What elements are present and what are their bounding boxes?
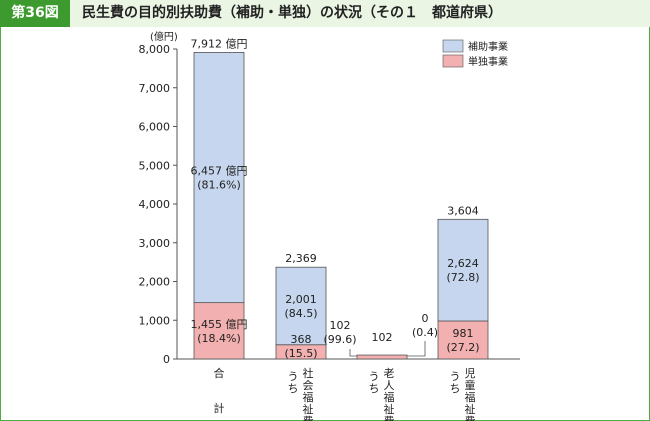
- bar-total-label: 3,604: [447, 204, 479, 217]
- category-label: う: [450, 370, 461, 383]
- segment-label-subsidized: (84.5): [284, 307, 317, 320]
- legend-swatch: [442, 39, 464, 53]
- category-label: 計: [214, 401, 225, 415]
- bar-segment-subsidized: [193, 52, 245, 304]
- segment-label-subsidized: 2,624: [447, 257, 479, 270]
- category-label: 老: [384, 367, 395, 380]
- category-label: 費: [465, 414, 476, 421]
- bar-total-label: 102: [372, 331, 393, 344]
- category-label: う: [288, 370, 299, 383]
- category-label: 祉: [384, 403, 395, 416]
- bar-segment-subsidized: [437, 218, 489, 322]
- bar-segment-independent: [193, 302, 245, 360]
- category-label: う: [369, 370, 380, 383]
- segment-label-subsidized: (72.8): [446, 271, 479, 284]
- legend-swatch: [442, 54, 464, 68]
- y-tick-label: 3,000: [139, 237, 171, 250]
- category-label: 福: [384, 390, 395, 404]
- category-label: 児: [465, 367, 476, 380]
- y-tick-label: 4,000: [139, 198, 171, 211]
- category-label: 社: [303, 366, 314, 380]
- bar-layer: [193, 52, 489, 360]
- figure-header: 第36図 民生費の目的別扶助費（補助・単独）の状況（その１ 都道府県）: [0, 0, 650, 27]
- category-label: 費: [303, 414, 314, 421]
- segment-label-independent: (99.6): [323, 333, 356, 346]
- segment-label-subsidized: 0: [422, 312, 429, 325]
- segment-label-independent: (15.5): [284, 347, 317, 360]
- segment-label-independent: 1,455 億円: [191, 318, 248, 331]
- category-label: 費: [384, 414, 395, 421]
- y-tick-label: 1,000: [139, 314, 171, 327]
- segment-label-independent: 368: [291, 333, 312, 346]
- segment-label-independent: 981: [453, 327, 474, 340]
- leader-line: [349, 349, 357, 357]
- leader-line: [407, 341, 426, 357]
- axis-layer: 0 1,000 2,000 3,000 4,000 5,000 6,000 7,000 8,00…: [139, 30, 520, 366]
- category-label: 会: [303, 379, 314, 392]
- segment-label-independent: (27.2): [446, 341, 479, 354]
- segment-label-subsidized: 2,001: [285, 293, 317, 306]
- category-label: 祉: [303, 403, 314, 416]
- bar-total-label: 2,369: [285, 252, 317, 265]
- category-label: 童: [465, 378, 476, 392]
- segment-label-subsidized: 6,457 億円: [191, 165, 248, 178]
- y-tick-label: 2,000: [139, 276, 171, 289]
- y-tick-label: 0: [163, 353, 170, 366]
- legend-label: 補助事業: [468, 40, 508, 53]
- segment-label-subsidized: (81.6%): [197, 179, 241, 192]
- figure-number-badge: 第36図: [0, 0, 70, 27]
- y-tick-label: 6,000: [139, 121, 171, 134]
- bar-segment-subsidized: [275, 266, 327, 346]
- category-label: ち: [369, 382, 380, 395]
- bar-total-label: 7,912 億円: [191, 37, 248, 50]
- legend-label: 単独事業: [468, 55, 508, 68]
- bar-chart: 0 1,000 2,000 3,000 4,000 5,000 6,000 7,000 8,00…: [139, 30, 520, 421]
- category-label: 合: [214, 366, 225, 380]
- segment-label-subsidized: (0.4): [412, 326, 438, 339]
- category-label: 祉: [465, 403, 476, 416]
- category-label: ち: [288, 382, 299, 395]
- figure-title: 民生費の目的別扶助費（補助・単独）の状況（その１ 都道府県）: [82, 5, 502, 21]
- segment-label-independent: (18.4%): [197, 332, 241, 345]
- y-tick-label: 8,000: [139, 43, 171, 56]
- y-tick-label: 7,000: [139, 82, 171, 95]
- y-tick-label: 5,000: [139, 159, 171, 172]
- y-unit-label: (億円): [150, 30, 178, 43]
- category-label: 福: [303, 390, 314, 404]
- category-label: 人: [384, 379, 395, 392]
- label-layer: 7,912 億円 2,369 102 3,604 6,457 億円(81.6%) 1,45…: [191, 37, 480, 421]
- segment-label-independent: 102: [330, 319, 351, 332]
- category-label: ち: [450, 382, 461, 395]
- category-label: 福: [465, 390, 476, 404]
- bar-segment-independent: [356, 354, 408, 360]
